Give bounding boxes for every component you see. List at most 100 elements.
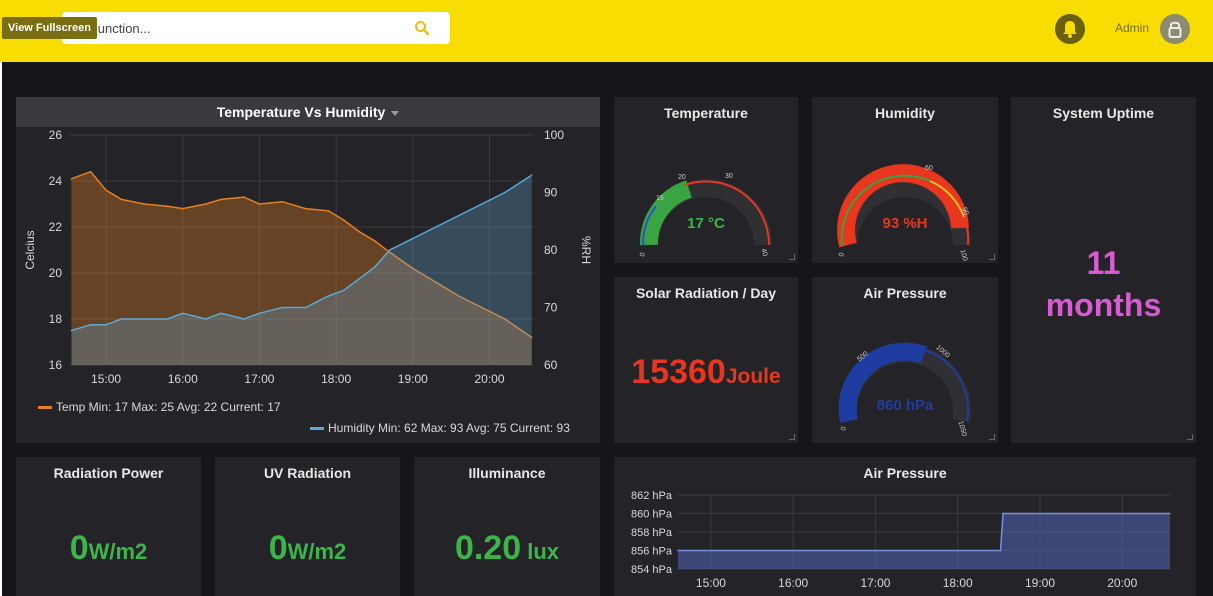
panel-title[interactable]: Illuminance	[468, 465, 546, 481]
view-fullscreen-tooltip[interactable]: View Fullscreen	[2, 17, 97, 39]
air-pressure-chart-panel: Air Pressure 854 hPa 856 hPa 858 hPa 860 hP…	[614, 457, 1196, 596]
data-point	[342, 289, 345, 292]
gauge-tick-label: 0	[838, 252, 846, 258]
data-point	[258, 312, 261, 315]
gauge-tick-label: 0	[840, 426, 848, 432]
data-point	[304, 306, 307, 309]
illuminance-stat: 0.20 lux	[414, 529, 600, 568]
data-point	[458, 295, 460, 297]
data-point	[342, 219, 345, 221]
gauge-tick-label: 40	[759, 248, 768, 257]
uv-radiation-panel: UV Radiation 0W/m2	[215, 457, 400, 596]
caret-down-icon[interactable]	[391, 110, 400, 116]
x-tick-label: 18:00	[321, 372, 351, 386]
radiation-power-unit: W/m2	[88, 539, 148, 564]
radiation-power-panel: Radiation Power 0W/m2	[16, 457, 201, 596]
panel-title[interactable]: Temperature	[664, 105, 748, 121]
temperature-gauge: 0 15 20 30 40	[639, 173, 772, 258]
gauge-threshold-arc	[840, 174, 931, 246]
x-tick-label: 20:00	[475, 372, 505, 386]
data-point	[220, 312, 222, 315]
temp-humidity-panel: Temperature Vs Humidity 16 18 20 22 24 26 60 70…	[16, 97, 600, 443]
radiation-power-stat: 0W/m2	[16, 529, 201, 568]
series-line-humidity	[71, 174, 533, 332]
resize-handle[interactable]	[1187, 434, 1193, 440]
air-pressure-gauge-panel: Air Pressure 0 500 1000 1050 860 hPa	[812, 277, 998, 443]
x-tick-label: 17:00	[860, 576, 890, 590]
x-tick-label: 19:00	[398, 372, 428, 386]
data-point	[327, 210, 330, 212]
y-tick-label: 22	[49, 220, 63, 234]
panel-title[interactable]: Humidity	[875, 105, 935, 121]
panel-title[interactable]: UV Radiation	[263, 465, 352, 481]
air-pressure-value: 860 hPa	[876, 397, 934, 414]
panel-title[interactable]: Temperature Vs Humidity	[216, 104, 386, 120]
y-right-tick-label: 100	[544, 128, 564, 142]
gauge-fill	[838, 342, 928, 423]
data-point	[105, 189, 107, 191]
solar-radiation-unit: Joule	[725, 365, 781, 388]
temp-legend[interactable]: Temp Min: 17 Max: 25 Avg: 22 Current: 17	[38, 400, 281, 414]
gauge-fill	[640, 180, 693, 246]
temperature-panel: Temperature 0 15 20 30 40 17 °C	[614, 97, 798, 263]
panel-title[interactable]: Air Pressure	[863, 285, 947, 301]
data-point	[181, 207, 184, 210]
y-tick-label: 856 hPa	[631, 546, 673, 558]
data-point	[204, 203, 207, 205]
radiation-power-value: 0	[69, 529, 89, 567]
series-line-temp	[71, 170, 533, 339]
alerts-button[interactable]	[1055, 14, 1085, 44]
humidity-gauge: 0 60 90 100	[837, 164, 971, 262]
gauge-threshold-arc	[655, 184, 686, 207]
air-pressure-gauge: 0 500 1000 1050	[838, 342, 971, 437]
data-point	[89, 171, 92, 173]
dashboard: Temperature Vs Humidity 16 18 20 22 24 26 60 70…	[2, 62, 1213, 596]
search-icon[interactable]	[414, 20, 430, 36]
data-point	[1169, 512, 1171, 515]
gauge-fill	[837, 164, 969, 248]
user-label[interactable]: Admin	[1115, 21, 1150, 35]
solar-radiation-value: 15360	[631, 353, 726, 391]
pressure-line	[678, 512, 1170, 552]
resize-handle[interactable]	[789, 434, 795, 440]
gauge-tick-label: 100	[958, 249, 968, 262]
series-area-humidity	[71, 175, 532, 365]
resize-handle[interactable]	[989, 434, 995, 440]
y-tick-label: 858 hPa	[631, 527, 673, 539]
data-point	[281, 306, 284, 309]
resize-handle[interactable]	[789, 254, 795, 260]
x-tick-label: 18:00	[943, 576, 973, 590]
gauge-tick-label: 20	[678, 174, 686, 181]
pressure-area	[678, 513, 1170, 569]
data-point	[1002, 512, 1004, 515]
panel-title[interactable]: Solar Radiation / Day	[635, 285, 777, 301]
data-point	[220, 198, 222, 201]
data-point	[120, 318, 123, 320]
panel-title[interactable]: Air Pressure	[863, 465, 947, 481]
panel-title[interactable]: Radiation Power	[53, 465, 164, 481]
panel-header[interactable]: Temperature Vs Humidity	[16, 97, 600, 127]
resize-handle[interactable]	[989, 254, 995, 260]
search-input[interactable]: d junction...	[84, 21, 151, 36]
temp-swatch	[38, 406, 52, 410]
x-tick-label: 16:00	[778, 576, 808, 590]
y-right-tick-label: 70	[544, 301, 558, 315]
temp-legend-text: Temp Min: 17 Max: 25 Avg: 22 Current: 17	[56, 400, 281, 414]
y-tick-label: 20	[49, 266, 63, 280]
data-point	[304, 207, 307, 210]
illuminance-panel: Illuminance 0.20 lux	[414, 457, 600, 596]
temperature-value: 17 °C	[687, 215, 725, 232]
data-point	[181, 312, 184, 315]
humidity-legend-text: Humidity Min: 62 Max: 93 Avg: 75 Current…	[328, 421, 570, 435]
y-tick-label: 18	[49, 312, 63, 326]
account-button[interactable]	[1160, 14, 1190, 44]
y-tick-label: 862 hPa	[631, 490, 673, 502]
search-box[interactable]: d junction...	[62, 12, 450, 44]
bell-icon	[1063, 21, 1077, 38]
data-point	[412, 237, 414, 240]
x-tick-label: 15:00	[91, 372, 121, 386]
gauge-tick-label: 90	[960, 206, 969, 216]
humidity-legend[interactable]: Humidity Min: 62 Max: 93 Avg: 75 Current…	[310, 421, 570, 435]
panel-title[interactable]: System Uptime	[1052, 105, 1155, 121]
data-point	[389, 251, 391, 254]
